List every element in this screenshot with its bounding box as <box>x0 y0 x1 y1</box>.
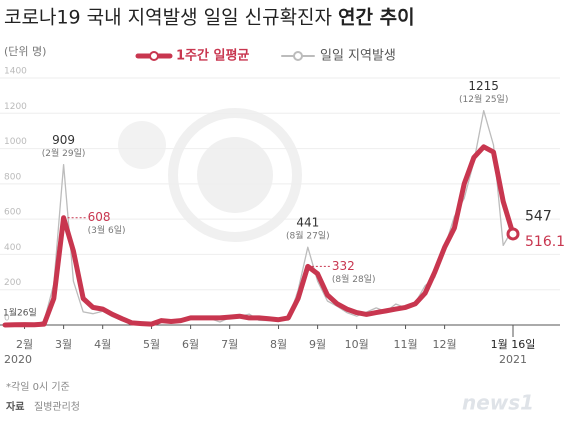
end-marker <box>506 227 520 241</box>
legend-dot <box>149 51 159 61</box>
year-label: 2020 <box>4 353 32 366</box>
chart-title: 코로나19 국내 지역발생 일일 신규확진자 <box>4 7 332 29</box>
x-tick-label: 3월 <box>55 338 72 351</box>
x-tick-label: 9월 <box>309 338 326 351</box>
peak-value: 332 <box>332 259 355 273</box>
source-key: 자료 <box>6 400 24 413</box>
x-tick-label: 10월 <box>345 338 369 351</box>
peak-value: 1215 <box>468 79 499 93</box>
y-tick-label: 1200 <box>4 102 27 112</box>
peak-date: (8월 28일) <box>332 273 376 285</box>
series-line <box>2 144 516 328</box>
x-tick-label: 4월 <box>94 338 111 351</box>
x-tick-label: 2월 <box>16 338 33 351</box>
x-tick-label: 5월 <box>143 338 160 351</box>
start-label: 1월26일 <box>3 307 37 319</box>
x-tick-label: 1월 16일 <box>491 337 536 351</box>
y-tick-label: 200 <box>4 278 21 288</box>
peak-date: (2월 29일) <box>42 147 86 159</box>
peak-date: (3월 6일) <box>88 224 126 236</box>
x-tick-label: 8월 <box>270 338 287 351</box>
source: 질병관리청 <box>34 401 80 413</box>
y-tick-label: 0 <box>4 314 10 324</box>
peak-date: (12월 25일) <box>459 93 508 105</box>
legend-dot <box>293 51 303 61</box>
decor-virus <box>118 121 166 169</box>
peak-value: 608 <box>88 210 111 224</box>
peak-date: (8월 27일) <box>286 230 330 242</box>
decor-virus <box>197 137 273 213</box>
y-tick-label: 600 <box>4 208 21 218</box>
peak-value: 909 <box>52 133 75 147</box>
x-tick-label: 11월 <box>393 338 417 351</box>
legend-label: 일일 지역발생 <box>320 49 396 64</box>
x-tick-label: 12월 <box>433 338 457 351</box>
legend-label: 1주간 일평균 <box>176 48 249 64</box>
logo: news1 <box>462 391 534 415</box>
peak-value: 441 <box>296 216 319 230</box>
year-label: 2021 <box>499 353 527 366</box>
unit-label: (단위 명) <box>4 45 46 58</box>
x-tick-label: 7월 <box>221 338 238 351</box>
y-tick-label: 1000 <box>4 137 27 147</box>
end-value: 516.1 <box>525 234 565 250</box>
x-tick-label: 6월 <box>182 338 199 351</box>
y-tick-label: 400 <box>4 243 21 253</box>
end-value: 547 <box>525 208 552 224</box>
y-tick-label: 1400 <box>4 67 27 77</box>
y-tick-label: 800 <box>4 172 21 182</box>
chart-title-bold: 연간 추이 <box>338 7 415 29</box>
footnote: *각일 0시 기준 <box>6 381 70 393</box>
